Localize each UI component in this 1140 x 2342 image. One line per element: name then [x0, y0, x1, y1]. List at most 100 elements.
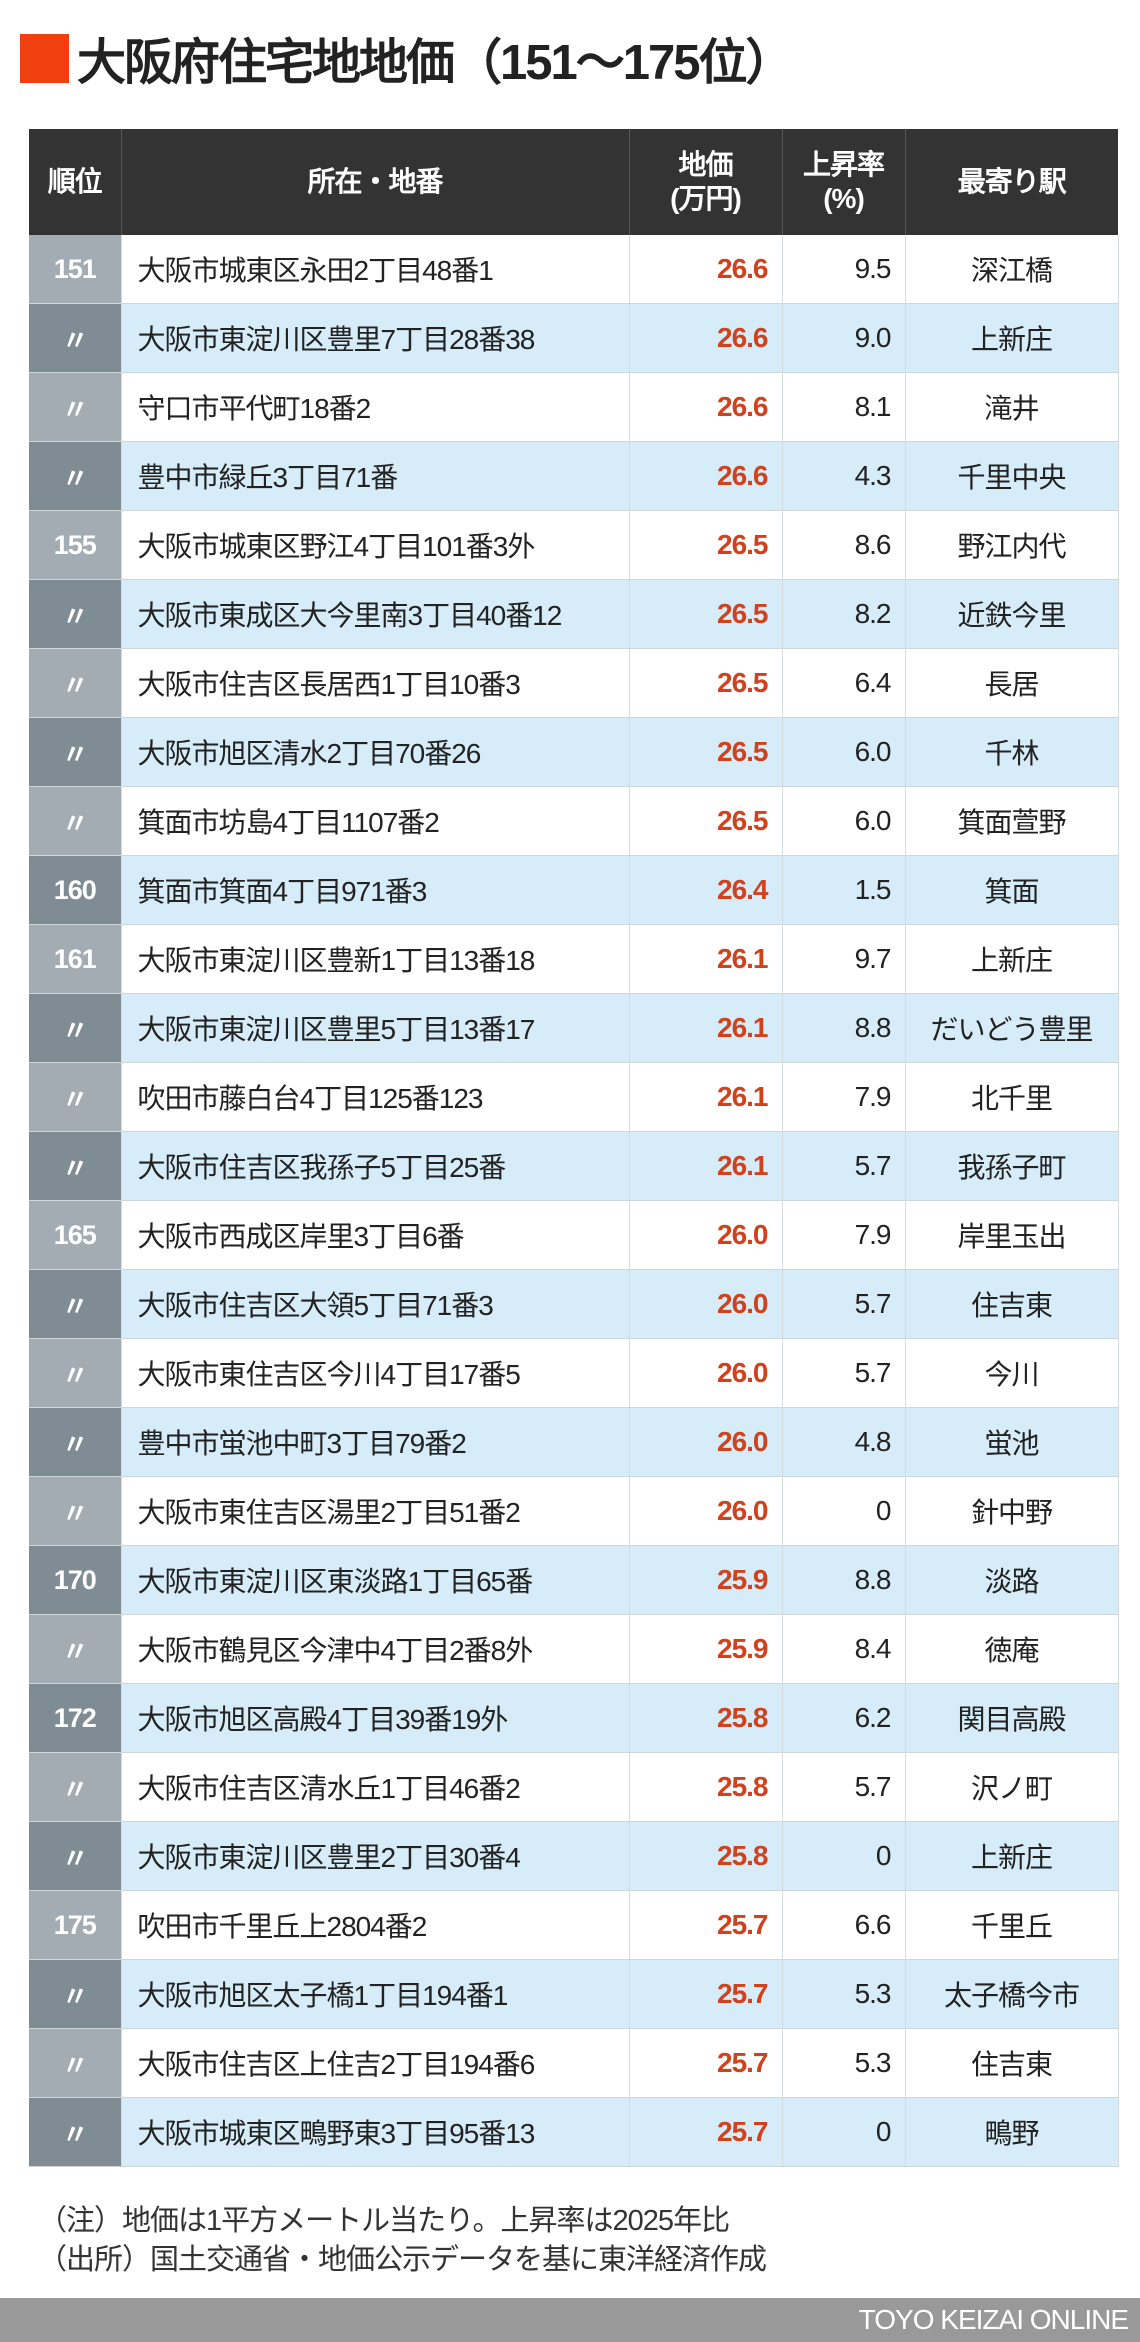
cell-price: 26.5 [629, 648, 783, 718]
cell-price: 26.6 [629, 372, 783, 442]
cell-rank: 〃 [29, 648, 122, 718]
cell-address: 大阪市東淀川区豊里2丁目30番4 [121, 1821, 630, 1891]
cell-price: 26.0 [629, 1407, 783, 1477]
cell-station: 箕面 [905, 855, 1119, 925]
cell-rate: 6.0 [782, 717, 906, 787]
cell-price: 26.0 [629, 1200, 783, 1270]
header-address: 所在・地番 [121, 129, 630, 235]
cell-rank: 〃 [29, 1062, 122, 1132]
cell-station: 長居 [905, 648, 1119, 718]
cell-rate: 6.6 [782, 1890, 906, 1960]
table-row: 〃大阪市鶴見区今津中4丁目2番8外 25.9 8.4 徳庵 [29, 1614, 1119, 1684]
cell-rate: 4.8 [782, 1407, 906, 1477]
cell-station: だいどう豊里 [905, 993, 1119, 1063]
cell-rate: 6.2 [782, 1683, 906, 1753]
cell-rank: 〃 [29, 717, 122, 787]
table-row: 〃大阪市旭区清水2丁目70番26 26.5 6.0 千林 [29, 717, 1119, 787]
table-row: 〃大阪市旭区太子橋1丁目194番1 25.7 5.3 太子橋今市 [29, 1959, 1119, 2029]
table-row: 〃豊中市緑丘3丁目71番 26.6 4.3 千里中央 [29, 441, 1119, 511]
cell-rank: 155 [29, 510, 122, 580]
cell-rank: 〃 [29, 1338, 122, 1408]
cell-address: 大阪市東淀川区豊里7丁目28番38 [121, 303, 630, 373]
title-accent-square [20, 33, 69, 83]
table-header-row: 順位 所在・地番 地価 (万円) 上昇率 (%) 最寄り駅 [29, 129, 1118, 235]
cell-price: 26.6 [629, 235, 783, 304]
cell-station: 深江橋 [905, 235, 1119, 304]
cell-station: 徳庵 [905, 1614, 1119, 1684]
cell-price: 25.9 [629, 1614, 783, 1684]
cell-price: 25.8 [629, 1752, 783, 1822]
cell-rank: 165 [29, 1200, 122, 1270]
cell-rank: 〃 [29, 372, 122, 442]
cell-station: 上新庄 [905, 303, 1119, 373]
cell-price: 25.9 [629, 1545, 783, 1615]
cell-rank: 〃 [29, 1752, 122, 1822]
cell-price: 26.5 [629, 510, 783, 580]
cell-price: 26.5 [629, 786, 783, 856]
cell-price: 25.7 [629, 2028, 783, 2098]
cell-address: 大阪市旭区高殿4丁目39番19外 [121, 1683, 630, 1753]
table-row: 172 大阪市旭区高殿4丁目39番19外 25.8 6.2 関目高殿 [29, 1683, 1119, 1753]
header-price: 地価 (万円) [629, 129, 783, 235]
cell-station: 野江内代 [905, 510, 1119, 580]
cell-address: 大阪市住吉区上住吉2丁目194番6 [121, 2028, 630, 2098]
header-rate-label: 上昇率 [802, 149, 885, 181]
cell-station: 鴫野 [905, 2097, 1119, 2167]
cell-rate: 6.0 [782, 786, 906, 856]
cell-price: 25.7 [629, 1890, 783, 1960]
table-row: 〃守口市平代町18番2 26.6 8.1 滝井 [29, 372, 1119, 442]
cell-address: 大阪市旭区清水2丁目70番26 [121, 717, 630, 787]
cell-price: 25.7 [629, 2097, 783, 2167]
header-price-label: 地価 [678, 149, 733, 181]
cell-rate: 5.7 [782, 1338, 906, 1408]
cell-rate: 9.0 [782, 303, 906, 373]
cell-rate: 8.6 [782, 510, 906, 580]
cell-address: 大阪市西成区岸里3丁目6番 [121, 1200, 630, 1270]
table-row: 160 箕面市箕面4丁目971番3 26.4 1.5 箕面 [29, 855, 1119, 925]
cell-address: 豊中市蛍池中町3丁目79番2 [121, 1407, 630, 1477]
cell-station: 近鉄今里 [905, 579, 1119, 649]
cell-address: 大阪市東淀川区豊里5丁目13番17 [121, 993, 630, 1063]
cell-address: 大阪市東住吉区湯里2丁目51番2 [121, 1476, 630, 1546]
cell-address: 大阪市鶴見区今津中4丁目2番8外 [121, 1614, 630, 1684]
cell-rate: 7.9 [782, 1062, 906, 1132]
cell-price: 26.1 [629, 924, 783, 994]
cell-price: 26.5 [629, 579, 783, 649]
table-row: 151 大阪市城東区永田2丁目48番1 26.6 9.5 深江橋 [29, 235, 1119, 304]
cell-station: 滝井 [905, 372, 1119, 442]
cell-station: 上新庄 [905, 1821, 1119, 1891]
cell-address: 豊中市緑丘3丁目71番 [121, 441, 630, 511]
table-row: 〃大阪市東淀川区豊里2丁目30番4 25.8 0 上新庄 [29, 1821, 1119, 1891]
cell-rate: 0 [782, 1476, 906, 1546]
table-row: 161 大阪市東淀川区豊新1丁目13番18 26.1 9.7 上新庄 [29, 924, 1119, 994]
cell-station: 我孫子町 [905, 1131, 1119, 1201]
cell-price: 26.0 [629, 1476, 783, 1546]
cell-station: 太子橋今市 [905, 1959, 1119, 2029]
table-row: 〃吹田市藤白台4丁目125番123 26.1 7.9 北千里 [29, 1062, 1119, 1132]
cell-station: 千里丘 [905, 1890, 1119, 1960]
table-row: 〃大阪市城東区鴫野東3丁目95番13 25.7 0 鴫野 [29, 2097, 1119, 2167]
cell-rank: 172 [29, 1683, 122, 1753]
footer-bar: TOYO KEIZAI ONLINE [0, 2298, 1140, 2342]
cell-rate: 5.3 [782, 2028, 906, 2098]
cell-price: 26.1 [629, 1131, 783, 1201]
cell-address: 箕面市箕面4丁目971番3 [121, 855, 630, 925]
header-station: 最寄り駅 [905, 129, 1118, 235]
cell-address: 大阪市旭区太子橋1丁目194番1 [121, 1959, 630, 2029]
cell-rate: 5.7 [782, 1131, 906, 1201]
cell-price: 25.8 [629, 1683, 783, 1753]
table-row: 〃豊中市蛍池中町3丁目79番2 26.0 4.8 蛍池 [29, 1407, 1119, 1477]
cell-address: 大阪市東住吉区今川4丁目17番5 [121, 1338, 630, 1408]
cell-rank: 〃 [29, 1269, 122, 1339]
table-row: 155 大阪市城東区野江4丁目101番3外 26.5 8.6 野江内代 [29, 510, 1119, 580]
cell-rate: 0 [782, 1821, 906, 1891]
cell-rate: 9.7 [782, 924, 906, 994]
cell-rate: 5.7 [782, 1269, 906, 1339]
cell-rank: 160 [29, 855, 122, 925]
cell-rate: 7.9 [782, 1200, 906, 1270]
cell-price: 26.0 [629, 1338, 783, 1408]
cell-rank: 〃 [29, 1614, 122, 1684]
cell-rank: 〃 [29, 2028, 122, 2098]
cell-station: 北千里 [905, 1062, 1119, 1132]
cell-rank: 〃 [29, 441, 122, 511]
